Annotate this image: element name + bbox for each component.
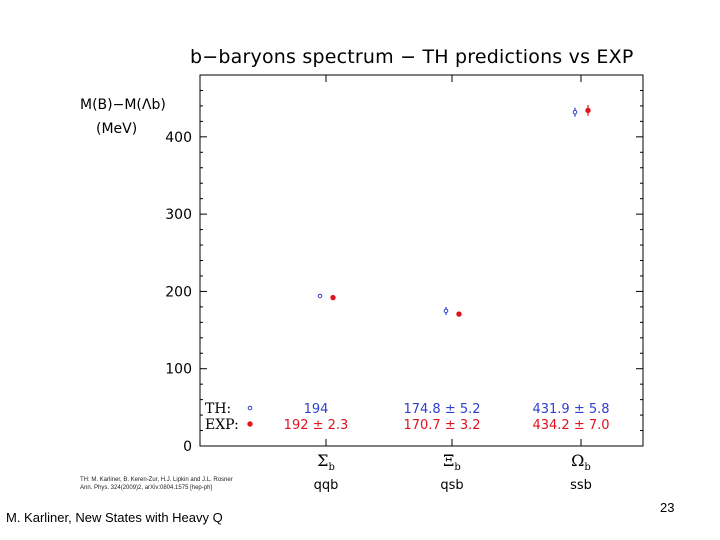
page-number: 23 — [660, 500, 675, 515]
x-category-label-2: Ωb — [571, 451, 591, 473]
data-label: 174.8 ± 5.2 — [403, 402, 480, 417]
data-label: 192 ± 2.3 — [284, 418, 349, 433]
x-category-subscript: b — [328, 462, 334, 473]
y-tick-label-100: 100 — [165, 362, 192, 378]
x-category-quarks-1: qsb — [440, 478, 463, 493]
y-axis-label-quantity: M(B)−M(Λb) — [80, 97, 166, 113]
y-tick-label-400: 400 — [165, 130, 192, 146]
plot-frame — [199, 74, 644, 447]
x-category-subscript: b — [584, 462, 590, 473]
x-category-label-0: Σb — [317, 451, 335, 473]
y-tick-label-200: 200 — [165, 284, 192, 300]
reference-note-line2: Ann. Phys. 324(2009)2, arXiv:0804.1575 [… — [80, 485, 213, 491]
y-tick-label-0: 0 — [183, 439, 192, 455]
x-category-quarks-0: qqb — [314, 478, 339, 493]
y-axis-label-unit: (MeV) — [96, 121, 138, 137]
legend-marker — [247, 421, 253, 427]
data-label: 194 — [304, 402, 329, 417]
reference-note: TH: M. Karliner, B. Keren-Zur, H.J. Lipk… — [80, 476, 233, 492]
data-point — [330, 294, 336, 301]
legend-name: EXP: — [205, 417, 239, 433]
x-category-subscript: b — [454, 462, 460, 473]
data-point — [443, 308, 449, 314]
data-point — [572, 109, 578, 115]
legend-name: TH: — [205, 401, 231, 417]
y-tick-label-300: 300 — [165, 207, 192, 223]
slide-footer: M. Karliner, New States with Heavy Q — [6, 510, 223, 525]
data-point — [317, 293, 323, 299]
data-point — [585, 107, 591, 114]
data-label: 434.2 ± 7.0 — [532, 418, 609, 433]
data-point — [456, 311, 462, 317]
x-category-quarks-2: ssb — [570, 478, 592, 493]
data-label: 170.7 ± 3.2 — [403, 418, 480, 433]
legend-marker — [247, 405, 253, 411]
y-axis-label: M(B)−M(Λb) (MeV) — [80, 93, 166, 141]
x-category-label-1: Ξb — [443, 451, 461, 473]
reference-note-line1: TH: M. Karliner, B. Keren-Zur, H.J. Lipk… — [80, 477, 233, 483]
data-label: 431.9 ± 5.8 — [532, 402, 609, 417]
chart-title: b−baryons spectrum − TH predictions vs E… — [190, 46, 634, 68]
